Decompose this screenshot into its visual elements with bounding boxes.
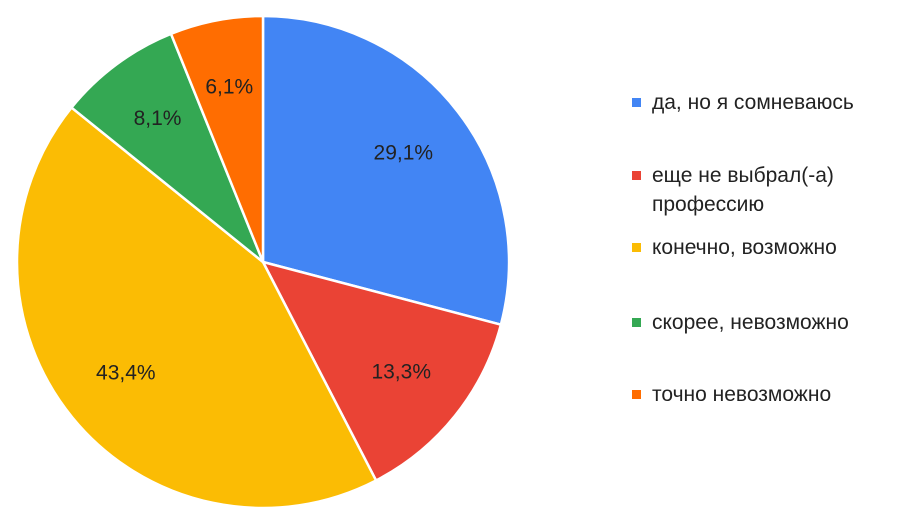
legend-item: да, но я сомневаюсь <box>632 88 903 117</box>
legend-label: еще не выбрал(-а) профессию <box>652 164 834 216</box>
slice-label: 29,1% <box>374 141 434 164</box>
slice-label: 43,4% <box>96 362 156 385</box>
pie-slice <box>260 260 503 483</box>
legend-label: скорее, невозможно <box>652 311 849 334</box>
legend-swatch <box>632 171 641 180</box>
legend-swatch <box>632 98 641 107</box>
pie-slice <box>261 14 511 327</box>
slice-label: 6,1% <box>205 76 253 99</box>
legend-swatch <box>632 243 641 252</box>
pie-slice <box>15 105 378 508</box>
legend-label: конечно, возможно <box>652 236 837 259</box>
legend-swatch <box>632 318 641 327</box>
legend-label: точно невозможно <box>652 383 832 406</box>
legend-item: точно невозможно <box>632 380 903 409</box>
legend-label: да, но я сомневаюсь <box>652 91 854 114</box>
slice-label: 8,1% <box>134 107 182 130</box>
pie-slice <box>69 32 266 266</box>
chart: 29,1% 13,3% 43,4% 8,1% 6,1% <box>15 14 511 508</box>
legend-item: конечно, возможно <box>632 233 903 262</box>
slice-label: 13,3% <box>371 360 431 383</box>
legend-item: скорее, невозможно <box>632 308 903 337</box>
pie-slice <box>169 14 265 263</box>
legend-item: еще не выбрал(-а) профессию <box>632 161 903 219</box>
legend-swatch <box>632 390 641 399</box>
